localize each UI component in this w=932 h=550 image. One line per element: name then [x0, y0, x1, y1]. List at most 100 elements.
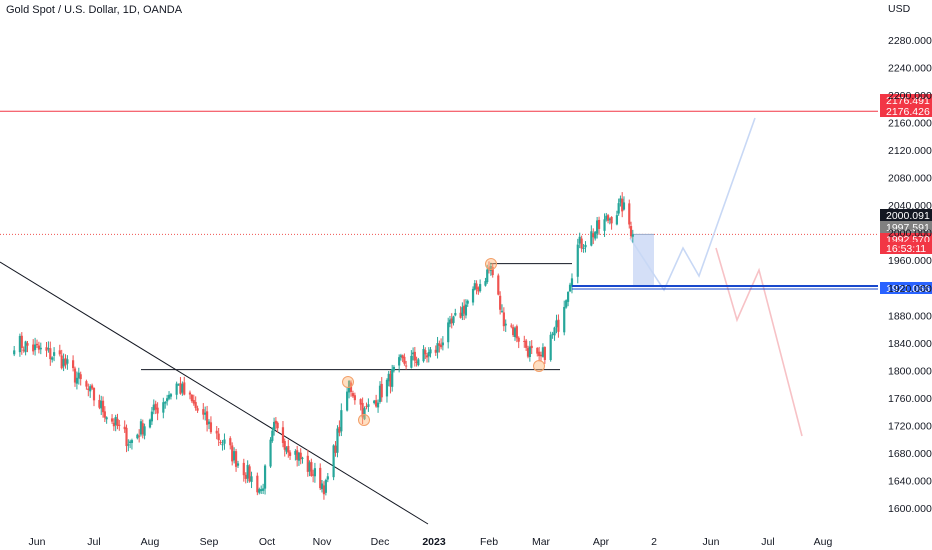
candle-body [51, 357, 54, 360]
x-tick-label: 2 [651, 536, 657, 548]
candle-body [37, 345, 40, 350]
candle-body [322, 485, 326, 495]
candle-body [18, 335, 21, 353]
candle-body [359, 399, 362, 405]
candle-body [375, 400, 378, 407]
candle-body [378, 385, 382, 402]
candle-body [629, 226, 633, 237]
candle-body [510, 325, 513, 327]
candle-body [45, 347, 48, 351]
candle-body [324, 479, 327, 493]
candle-body [152, 404, 155, 411]
candle-body [399, 355, 403, 357]
candle-body [20, 335, 23, 348]
candle-body [557, 319, 560, 332]
x-tick-label: Mar [532, 536, 551, 548]
candle-body [110, 418, 114, 422]
candle-body [361, 402, 364, 418]
candle-body [479, 284, 482, 292]
candle-body [346, 391, 349, 411]
candle-body [285, 447, 288, 452]
x-tick-label: Aug [141, 536, 160, 548]
y-tick-label: 2040.000 [888, 200, 932, 212]
candle-body [22, 349, 25, 351]
candle-body [512, 327, 515, 336]
candle-body [58, 350, 61, 355]
candle-body [272, 421, 276, 431]
candle-body [405, 365, 408, 367]
price-tag [880, 282, 932, 294]
candle-body [486, 269, 489, 283]
candle-body [530, 345, 533, 349]
candle-body [87, 388, 90, 390]
candle-body [487, 267, 491, 270]
price-tag-label: 2000.091 [886, 210, 930, 222]
candle-body [209, 422, 213, 433]
candle-body [380, 383, 383, 398]
candle-body [192, 400, 195, 404]
candle-body [608, 218, 611, 221]
candle-body [123, 426, 126, 430]
candle-body [297, 452, 301, 461]
price-tag-label: 2176.426 [886, 106, 930, 118]
candle-body [597, 219, 601, 229]
candle-body [617, 203, 620, 214]
candle-body [365, 406, 368, 408]
x-tick-label: Sep [200, 536, 219, 548]
candle-body [622, 202, 626, 210]
candle-body [164, 402, 167, 404]
candle-body [491, 266, 494, 276]
candle-body [392, 366, 396, 371]
candle-body [523, 340, 526, 342]
candle-body [167, 394, 171, 399]
candle-body [229, 438, 232, 446]
candle-body [525, 340, 528, 348]
candle-body [139, 421, 143, 435]
candle-body [125, 427, 128, 447]
candle-body [263, 465, 267, 489]
candle-body [127, 444, 130, 446]
candle-body [312, 474, 315, 476]
pivot-marker [358, 414, 370, 426]
candle-body [436, 343, 439, 353]
candle-body [555, 320, 558, 328]
candle-body [183, 382, 186, 395]
candle-body [150, 411, 154, 422]
y-tick-label: 1640.000 [888, 475, 932, 487]
candle-body [35, 343, 39, 346]
downtrend-line [0, 261, 429, 525]
candle-body [477, 287, 480, 292]
candle-body [250, 476, 253, 482]
candle-body [497, 275, 500, 295]
bearish-projection-path [715, 247, 803, 437]
x-tick-label: Feb [480, 536, 498, 548]
candle-body [538, 351, 541, 357]
pivot-marker [485, 258, 497, 270]
candle-body [347, 380, 351, 393]
pivot-marker [342, 376, 354, 388]
candle-body [441, 342, 444, 346]
candle-body [628, 203, 631, 225]
candle-body [89, 386, 92, 392]
candle-body [49, 348, 52, 360]
candle-body [568, 284, 572, 292]
price-tag [880, 94, 932, 106]
y-tick-label: 1760.000 [888, 393, 932, 405]
candle-body [410, 355, 413, 368]
candle-body [258, 489, 261, 493]
overlay-layer: 2176.4912176.4262000.0911997.5911992.570… [342, 94, 932, 426]
y-tick-label: 2240.000 [888, 63, 932, 75]
y-tick-label: 1960.000 [888, 255, 932, 267]
drawings-layer [0, 110, 878, 525]
candle-body [79, 374, 82, 380]
candle-body [233, 451, 236, 461]
candle-body [387, 373, 390, 382]
candle-body [294, 450, 297, 455]
candle-body [461, 307, 464, 316]
candle-body [276, 422, 279, 429]
y-tick-label: 2280.000 [888, 35, 932, 47]
candle-body [411, 352, 415, 355]
candle-body [166, 398, 169, 402]
